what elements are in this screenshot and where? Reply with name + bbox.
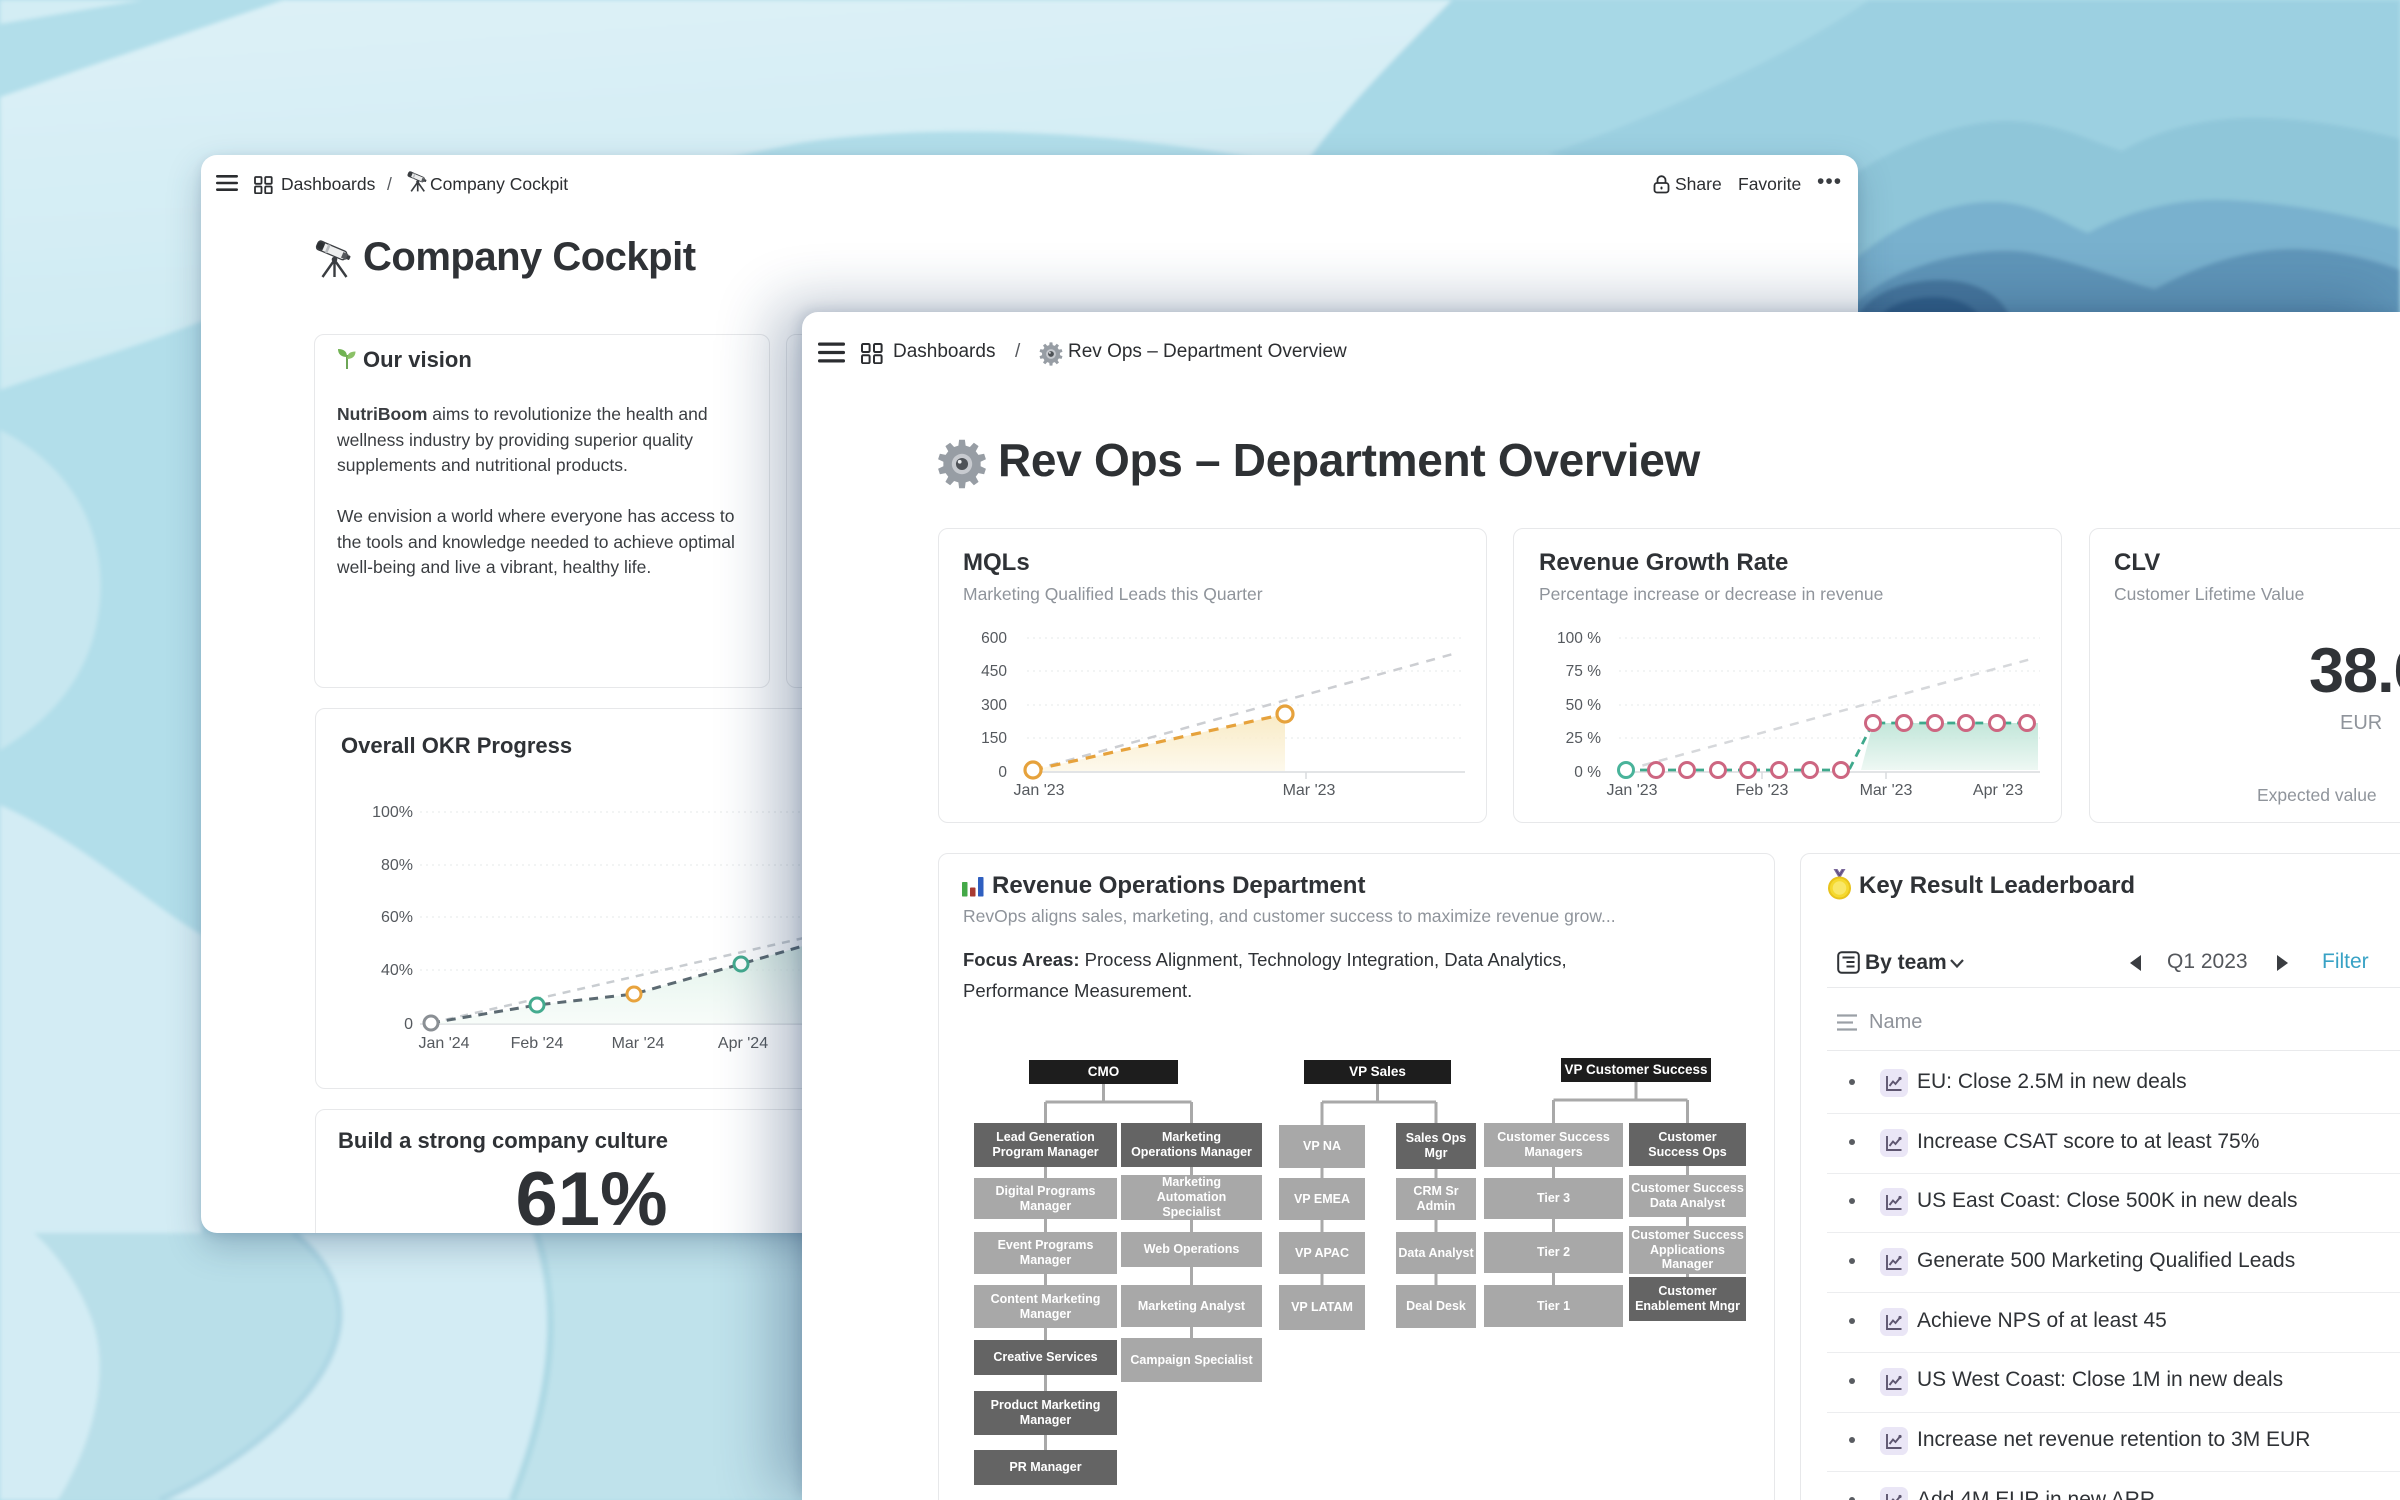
- svg-text:Jan '23: Jan '23: [1606, 782, 1657, 799]
- svg-text:80%: 80%: [381, 857, 413, 874]
- svg-text:0: 0: [998, 764, 1007, 781]
- svg-text:Apr '23: Apr '23: [1973, 782, 2023, 799]
- svg-text:50 %: 50 %: [1566, 697, 1602, 714]
- svg-text:100%: 100%: [372, 804, 413, 821]
- svg-text:60%: 60%: [381, 909, 413, 926]
- svg-text:0 %: 0 %: [1574, 764, 1601, 781]
- svg-text:75 %: 75 %: [1566, 663, 1602, 680]
- svg-text:150: 150: [981, 730, 1007, 747]
- svg-text:25 %: 25 %: [1566, 730, 1602, 747]
- svg-text:600: 600: [981, 630, 1007, 647]
- svg-text:Apr '24: Apr '24: [718, 1035, 768, 1052]
- svg-text:450: 450: [981, 663, 1007, 680]
- svg-text:Jan '23: Jan '23: [1013, 782, 1064, 799]
- svg-text:0: 0: [404, 1016, 413, 1033]
- svg-text:Mar '23: Mar '23: [1860, 782, 1913, 799]
- svg-text:40%: 40%: [381, 962, 413, 979]
- svg-text:Mar '24: Mar '24: [612, 1035, 665, 1052]
- svg-text:Mar '23: Mar '23: [1283, 782, 1336, 799]
- svg-text:Feb '23: Feb '23: [1736, 782, 1789, 799]
- svg-text:300: 300: [981, 697, 1007, 714]
- svg-text:100 %: 100 %: [1557, 630, 1601, 647]
- svg-text:Feb '24: Feb '24: [511, 1035, 564, 1052]
- svg-text:Jan '24: Jan '24: [418, 1035, 469, 1052]
